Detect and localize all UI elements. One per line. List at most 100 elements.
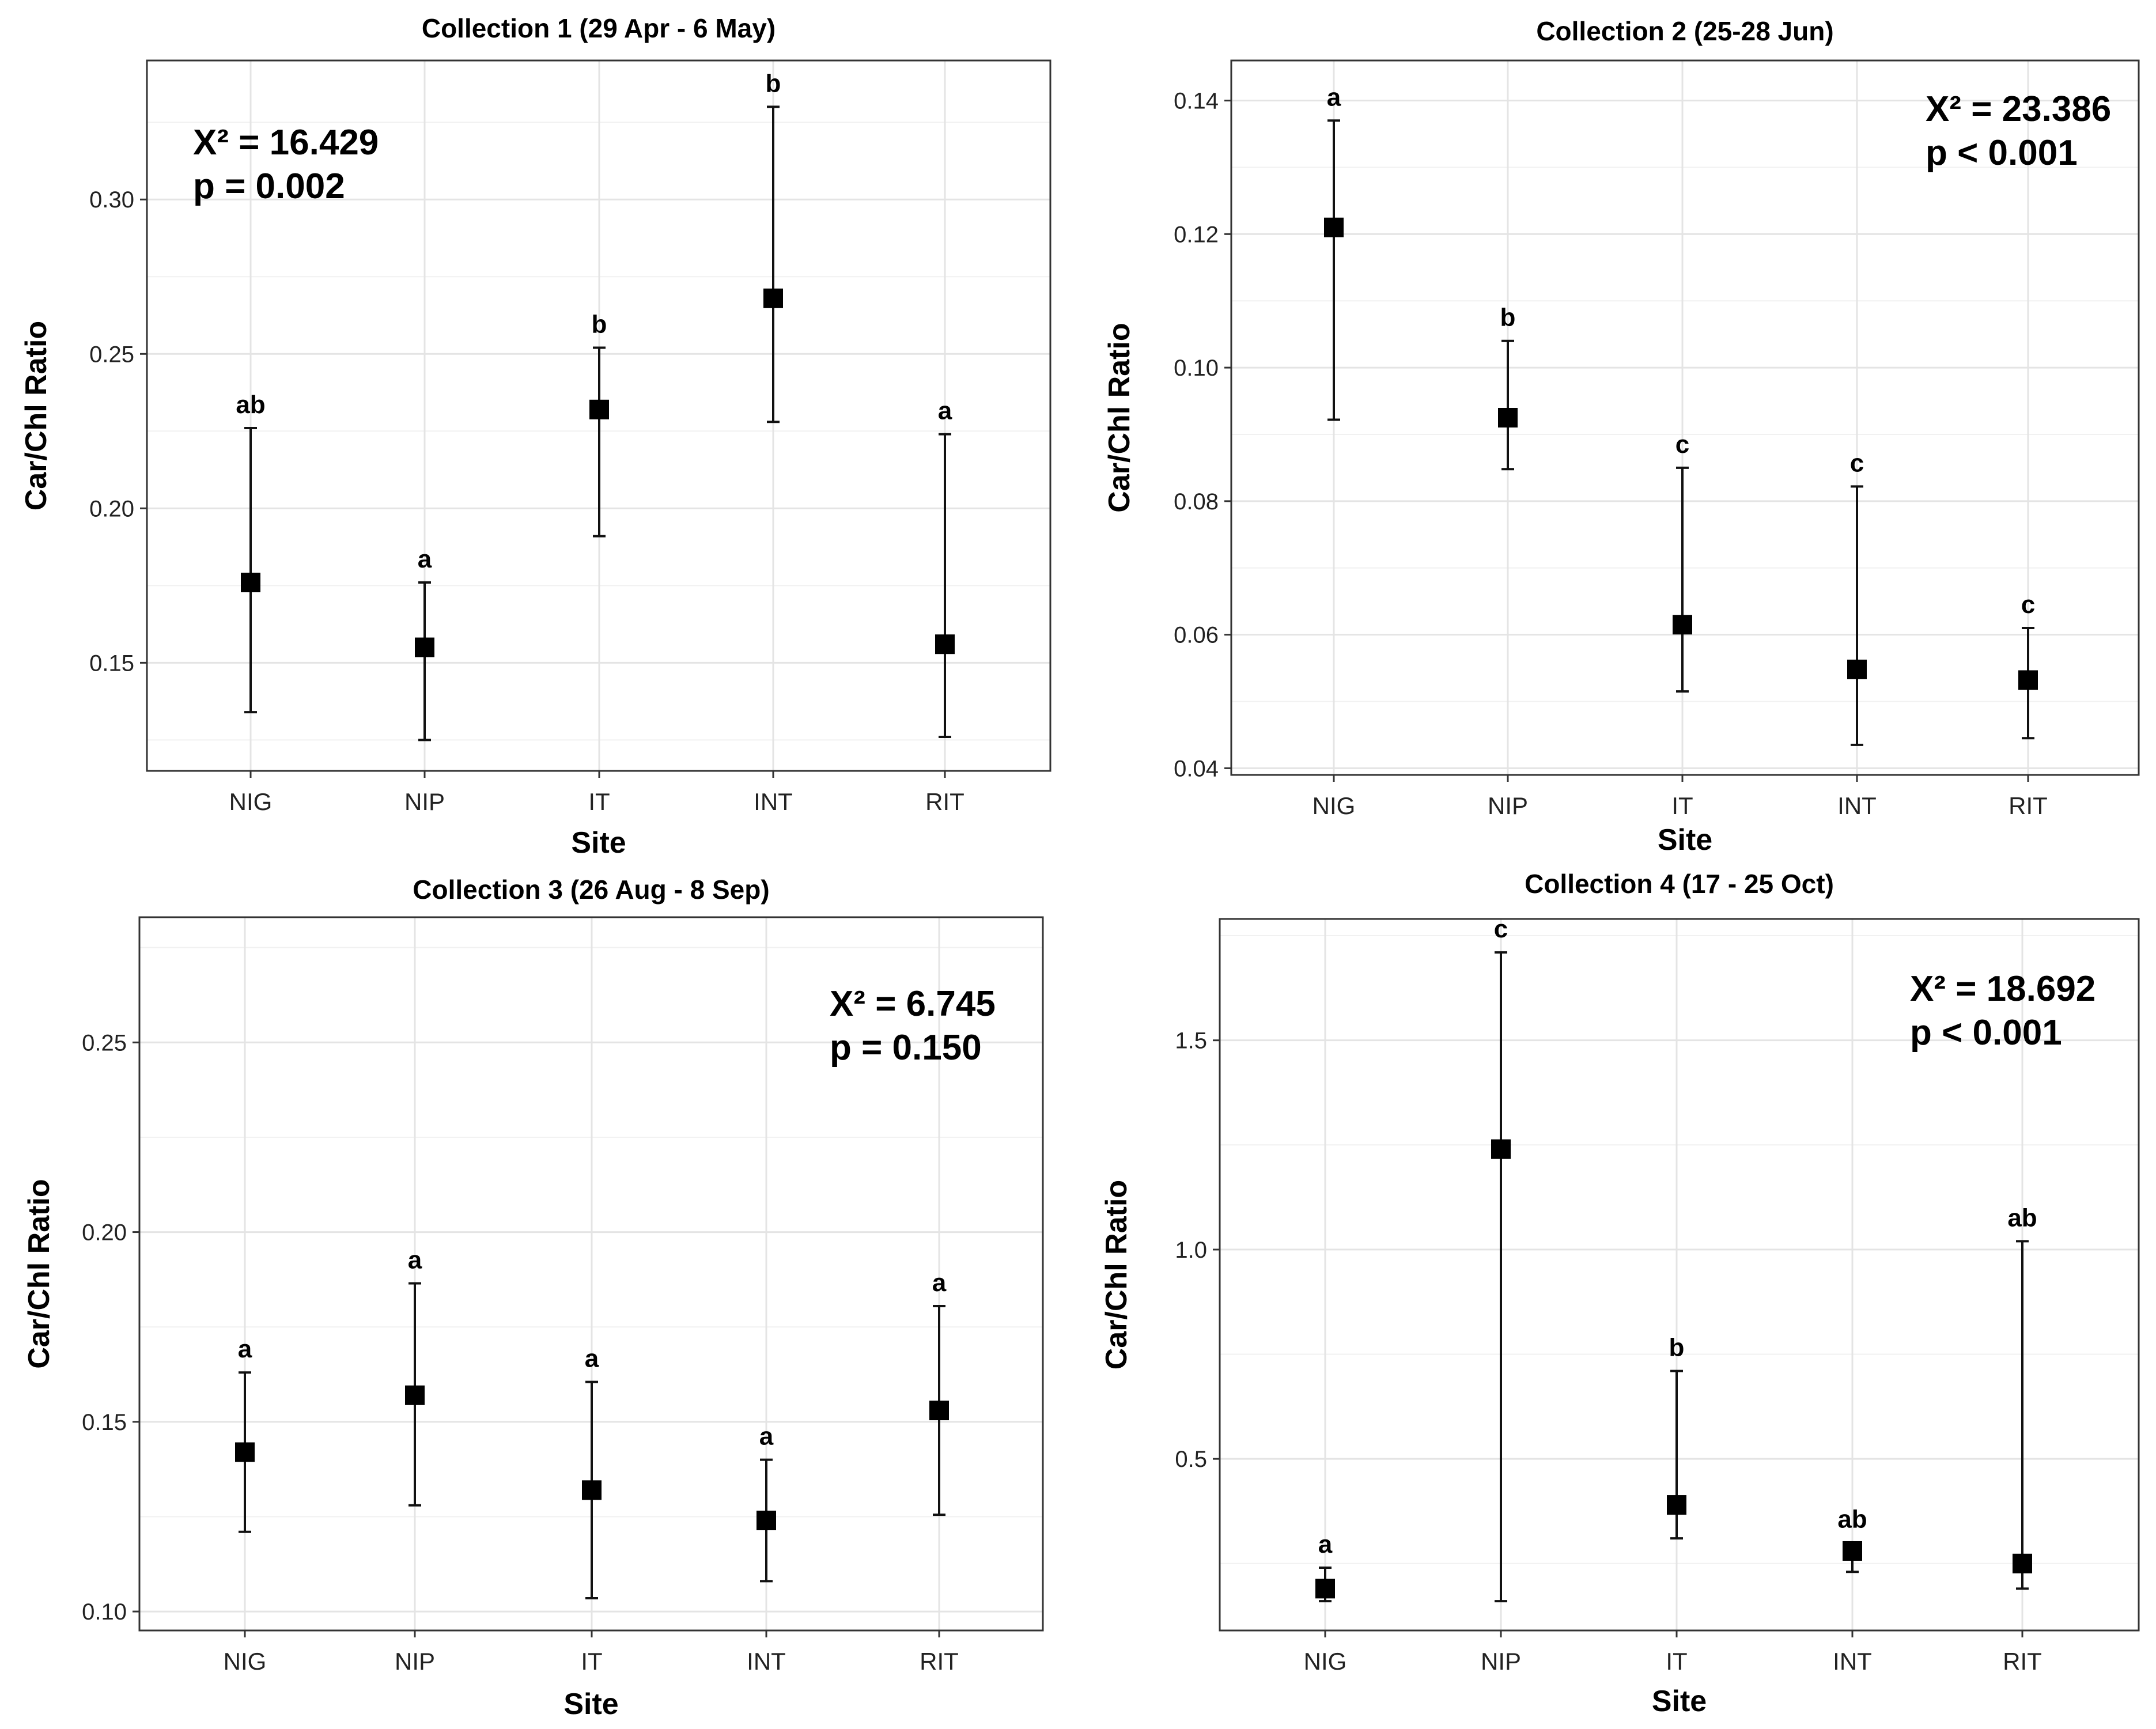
data-point [1324, 217, 1344, 237]
y-tick-label: 0.14 [1174, 89, 1219, 114]
y-tick-label: 0.30 [89, 187, 134, 213]
data-point [241, 572, 260, 592]
y-tick-label: 0.12 [1174, 222, 1219, 247]
stat-annotation: p = 0.002 [193, 167, 345, 206]
x-tick-label: RIT [925, 788, 964, 815]
significance-letter: a [932, 1269, 947, 1297]
x-tick-label: INT [1833, 1648, 1872, 1675]
y-tick-label: 0.25 [89, 342, 134, 367]
y-axis-label: Car/Chl Ratio [1103, 323, 1136, 512]
data-point [935, 634, 955, 654]
significance-letter: ab [2007, 1204, 2037, 1232]
x-tick-label: NIP [1481, 1648, 1521, 1675]
x-tick-label: RIT [2003, 1648, 2042, 1675]
significance-letter: a [1318, 1530, 1333, 1558]
x-tick-label: NIP [1488, 792, 1528, 819]
x-tick-label: IT [1671, 792, 1693, 819]
x-tick-label: NIG [1304, 1648, 1347, 1675]
x-tick-label: INT [1837, 792, 1877, 819]
panel-collection-4: 0.5 1.0 1.5 NIG NIP IT INT RIT Collection 4 (17 … [1100, 869, 2140, 1718]
y-tick-label: 0.04 [1174, 756, 1219, 781]
y-tick-label: 0.20 [82, 1220, 127, 1246]
data-point [582, 1480, 602, 1500]
y-tick-label: 0.15 [89, 650, 134, 676]
x-tick-label: NIG [229, 788, 273, 815]
y-tick-label: 1.0 [1175, 1238, 1207, 1263]
panel-collection-2: 0.04 0.06 0.08 0.10 0.12 0.14 NIG NIP IT INT RIT Co… [1103, 16, 2140, 857]
data-point [1491, 1139, 1511, 1159]
x-axis-label: Site [571, 826, 626, 860]
data-point [763, 288, 783, 308]
data-point [1315, 1579, 1335, 1599]
data-point [1667, 1495, 1686, 1515]
y-tick-label: 0.06 [1174, 623, 1219, 648]
y-tick-label: 0.10 [82, 1599, 127, 1625]
panel-collection-1: 0.15 0.20 0.25 0.30 NIG NIP IT INT RIT Collection… [20, 13, 1051, 860]
stat-annotation: p < 0.001 [1926, 133, 2078, 173]
significance-letter: b [1669, 1334, 1685, 1362]
significance-letter: ab [1837, 1505, 1867, 1533]
y-tick-label: 0.5 [1175, 1447, 1207, 1472]
panel-title: Collection 4 (17 - 25 Oct) [1525, 869, 1834, 899]
data-point [589, 399, 609, 419]
data-point [415, 637, 434, 657]
x-axis-label: Site [563, 1688, 618, 1721]
x-tick-label: INT [747, 1648, 786, 1675]
panel-title: Collection 2 (25-28 Jun) [1536, 16, 1833, 46]
significance-letter: a [759, 1422, 774, 1451]
y-tick-label: 0.10 [1174, 355, 1219, 381]
data-point [1847, 659, 1867, 679]
x-tick-label: IT [581, 1648, 602, 1675]
x-tick-label: NIP [404, 788, 445, 815]
x-tick-label: NIG [224, 1648, 267, 1675]
x-tick-label: NIP [395, 1648, 435, 1675]
data-point [405, 1385, 425, 1405]
panel-title: Collection 1 (29 Apr - 6 May) [422, 13, 776, 43]
panel-title: Collection 3 (26 Aug - 8 Sep) [413, 875, 769, 905]
stat-annotation: p = 0.150 [830, 1028, 982, 1068]
stat-annotation: X² = 23.386 [1926, 89, 2111, 129]
data-point [2018, 670, 2038, 690]
data-point [1673, 615, 1692, 635]
panel-collection-3: 0.10 0.15 0.20 0.25 NIG NIP IT INT RIT Collection… [22, 875, 1044, 1721]
data-point [1498, 408, 1518, 427]
data-point [2013, 1553, 2032, 1573]
y-axis-label: Car/Chl Ratio [1100, 1180, 1133, 1369]
stat-annotation: X² = 6.745 [830, 984, 996, 1024]
significance-letter: b [1500, 304, 1516, 332]
significance-letter: a [408, 1246, 422, 1274]
significance-letter: c [1850, 449, 1864, 477]
y-axis-label: Car/Chl Ratio [20, 321, 53, 510]
data-point [235, 1442, 255, 1462]
plot-frame [1219, 918, 2140, 1632]
y-tick-label: 1.5 [1175, 1028, 1207, 1054]
plot-frame [1230, 59, 2140, 776]
x-axis-label: Site [1652, 1685, 1707, 1718]
x-tick-label: NIG [1312, 792, 1356, 819]
y-tick-label: 0.25 [82, 1030, 127, 1055]
significance-letter: a [938, 397, 952, 425]
stat-annotation: X² = 18.692 [1910, 969, 2096, 1009]
y-tick-label: 0.15 [82, 1410, 127, 1435]
significance-letter: b [766, 69, 781, 97]
significance-letter: a [1327, 83, 1341, 111]
significance-letter: a [585, 1345, 599, 1373]
y-axis-label: Car/Chl Ratio [22, 1179, 56, 1368]
stat-annotation: X² = 16.429 [193, 123, 379, 162]
significance-letter: c [1675, 430, 1689, 459]
x-tick-label: INT [754, 788, 793, 815]
significance-letter: c [2021, 591, 2035, 619]
x-tick-label: RIT [2009, 792, 2048, 819]
significance-letter: c [1494, 915, 1508, 943]
stat-annotation: p < 0.001 [1910, 1013, 2062, 1053]
x-tick-label: IT [1666, 1648, 1687, 1675]
x-axis-label: Site [1658, 823, 1712, 857]
data-point [757, 1511, 776, 1531]
x-tick-label: RIT [920, 1648, 959, 1675]
data-point [1843, 1541, 1862, 1561]
significance-letter: ab [236, 391, 265, 419]
y-tick-label: 0.20 [89, 496, 134, 521]
y-tick-label: 0.08 [1174, 489, 1219, 514]
data-point [929, 1401, 949, 1421]
